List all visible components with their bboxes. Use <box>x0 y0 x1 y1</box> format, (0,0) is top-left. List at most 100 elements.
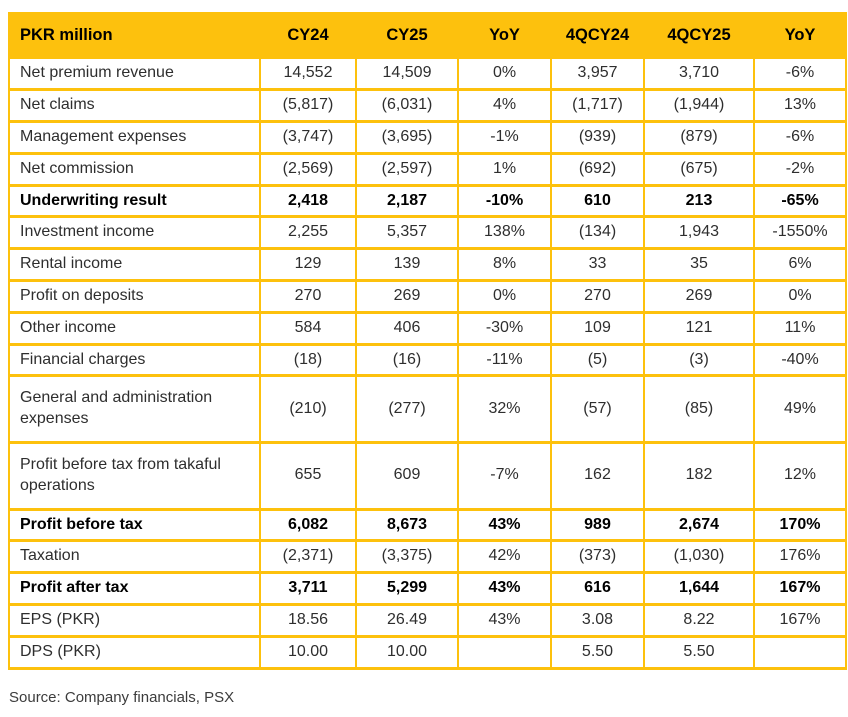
table-corner-header: PKR million <box>8 11 261 60</box>
cell-value: 170% <box>753 507 847 543</box>
cell-value: -40% <box>753 342 847 378</box>
table-row: Other income 584 406 -30% 109 121 11% <box>8 310 847 346</box>
cell-value: 4% <box>457 88 552 124</box>
cell-value: 406 <box>355 310 459 346</box>
row-label: Net commission <box>8 151 261 187</box>
cell-value: 1,943 <box>643 215 755 251</box>
cell-value: 8,673 <box>355 507 459 543</box>
row-label: Financial charges <box>8 342 261 378</box>
cell-value: 2,418 <box>259 183 357 219</box>
cell-value: 49% <box>753 374 847 444</box>
cell-value: -1% <box>457 120 552 155</box>
cell-value: -7% <box>457 441 552 511</box>
table-row: Underwriting result 2,418 2,187 -10% 610 213-… <box>8 183 847 219</box>
cell-value: 3,711 <box>259 571 357 606</box>
cell-value: 0% <box>457 279 552 314</box>
cell-value: 2,187 <box>355 183 459 219</box>
cell-value: 616 <box>550 571 645 606</box>
cell-value: 182 <box>643 441 755 511</box>
cell-value: 10.00 <box>259 634 357 670</box>
row-label: Net claims <box>8 88 261 124</box>
row-label: Profit before tax from takaful operation… <box>8 441 261 511</box>
table-row: Net premium revenue 14,552 14,509 0% 3,957 3,… <box>8 56 847 92</box>
cell-value: (692) <box>550 151 645 187</box>
cell-value: (2,569) <box>259 151 357 187</box>
cell-value: (1,030) <box>643 539 755 575</box>
cell-value <box>753 634 847 670</box>
cell-value: 33 <box>550 247 645 283</box>
cell-value: 5.50 <box>550 634 645 670</box>
cell-value: 176% <box>753 539 847 575</box>
cell-value: 10.00 <box>355 634 459 670</box>
cell-value: 1% <box>457 151 552 187</box>
column-header-4qcy24: 4QCY24 <box>550 11 645 60</box>
row-label: Profit on deposits <box>8 279 261 314</box>
row-label: Investment income <box>8 215 261 251</box>
table-row: Net commission (2,569) (2,597) 1% (692) (675)… <box>8 151 847 187</box>
cell-value: (3) <box>643 342 755 378</box>
cell-value: 14,509 <box>355 56 459 92</box>
cell-value: 167% <box>753 602 847 638</box>
cell-value: (3,747) <box>259 120 357 155</box>
cell-value: (85) <box>643 374 755 444</box>
cell-value: 269 <box>355 279 459 314</box>
table-row: Profit on deposits 270 269 0% 270 269 0% <box>8 279 847 314</box>
cell-value: (134) <box>550 215 645 251</box>
table-row: General and administration expenses (210)… <box>8 374 847 444</box>
column-header-cy24: CY24 <box>259 11 357 60</box>
cell-value: (18) <box>259 342 357 378</box>
cell-value: 43% <box>457 507 552 543</box>
cell-value: -6% <box>753 120 847 155</box>
column-header-yoy: YoY <box>457 11 552 60</box>
table-row: Net claims (5,817) (6,031) 4% (1,717) (1,944)… <box>8 88 847 124</box>
cell-value: 8.22 <box>643 602 755 638</box>
cell-value: -6% <box>753 56 847 92</box>
cell-value: 270 <box>259 279 357 314</box>
cell-value: (373) <box>550 539 645 575</box>
cell-value: 0% <box>753 279 847 314</box>
cell-value: (16) <box>355 342 459 378</box>
cell-value: -2% <box>753 151 847 187</box>
column-header-4qcy25: 4QCY25 <box>643 11 755 60</box>
cell-value: 584 <box>259 310 357 346</box>
cell-value: (5,817) <box>259 88 357 124</box>
cell-value: 3,957 <box>550 56 645 92</box>
cell-value: (1,717) <box>550 88 645 124</box>
cell-value: (879) <box>643 120 755 155</box>
cell-value: 26.49 <box>355 602 459 638</box>
column-header-cy25: CY25 <box>355 11 459 60</box>
row-label: Net premium revenue <box>8 56 261 92</box>
table-header-row: PKR million CY24 CY25 YoY 4QCY24 4QCY25 … <box>8 11 847 60</box>
cell-value: (57) <box>550 374 645 444</box>
row-label: EPS (PKR) <box>8 602 261 638</box>
cell-value: (6,031) <box>355 88 459 124</box>
cell-value <box>457 634 552 670</box>
cell-value: 43% <box>457 602 552 638</box>
cell-value: 162 <box>550 441 645 511</box>
cell-value: 109 <box>550 310 645 346</box>
row-label: Profit before tax <box>8 507 261 543</box>
cell-value: 213 <box>643 183 755 219</box>
cell-value: 42% <box>457 539 552 575</box>
cell-value: 270 <box>550 279 645 314</box>
cell-value: 121 <box>643 310 755 346</box>
cell-value: 989 <box>550 507 645 543</box>
cell-value: (675) <box>643 151 755 187</box>
table-row: DPS (PKR) 10.00 10.00 5.50 5.50 <box>8 634 847 670</box>
row-label: General and administration expenses <box>8 374 261 444</box>
cell-value: 2,255 <box>259 215 357 251</box>
cell-value: 14,552 <box>259 56 357 92</box>
table-row: Financial charges (18) (16) -11% (5) (3) -40% <box>8 342 847 378</box>
row-label: Profit after tax <box>8 571 261 606</box>
column-header-yoy-q: YoY <box>753 11 847 60</box>
table-row: Investment income 2,255 5,357 138% (134) 1,94… <box>8 215 847 251</box>
cell-value: 6% <box>753 247 847 283</box>
cell-value: 138% <box>457 215 552 251</box>
table-row: EPS (PKR) 18.56 26.49 43% 3.08 8.22 167% <box>8 602 847 638</box>
table-row: Profit before tax from takaful operation… <box>8 441 847 511</box>
row-label: Taxation <box>8 539 261 575</box>
cell-value: (3,375) <box>355 539 459 575</box>
cell-value: -1550% <box>753 215 847 251</box>
table-row: Taxation (2,371) (3,375) 42% (373) (1,030) 176… <box>8 539 847 575</box>
